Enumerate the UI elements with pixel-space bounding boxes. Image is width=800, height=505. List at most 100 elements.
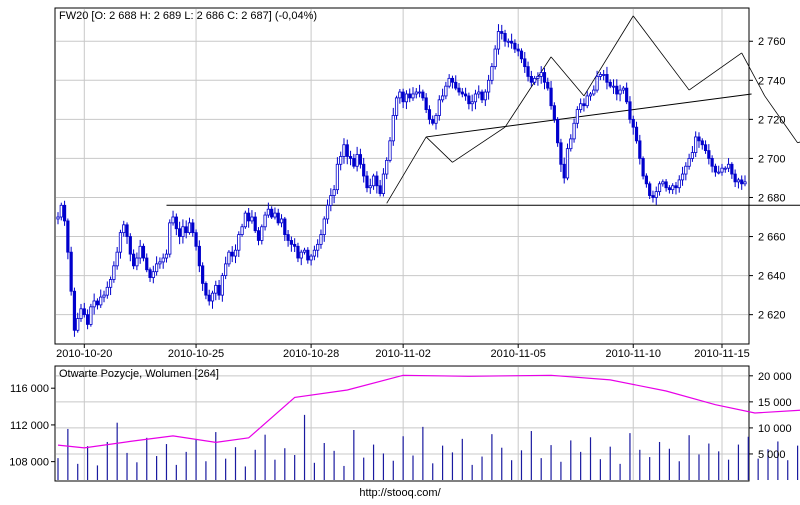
candle-body [345, 144, 349, 157]
candle-body [339, 156, 343, 165]
pattern-line [550, 56, 585, 97]
candle-body [286, 234, 290, 241]
candle-body [437, 99, 441, 116]
candle-body [89, 306, 93, 325]
candle-body [289, 240, 293, 245]
volume-frame [54, 365, 750, 482]
price-x-tick-label: 2010-11-15 [694, 348, 749, 360]
candle-body [720, 167, 724, 173]
candle-body [585, 95, 589, 107]
footer-url: http://stooq.com/ [359, 487, 441, 499]
candle-body [217, 284, 221, 296]
price-frame [54, 7, 750, 345]
candle-body [260, 226, 264, 241]
volume-right-tick-label: 15 000 [758, 397, 792, 409]
candle-body [293, 243, 297, 247]
candle-body [713, 165, 718, 173]
candle-body [276, 212, 280, 224]
candle-body [490, 66, 494, 81]
candle-body [151, 271, 155, 278]
candle-body [168, 222, 172, 255]
candle-body [700, 140, 704, 146]
candle-body [95, 300, 100, 306]
candle-body [115, 251, 119, 267]
candle-body [325, 204, 330, 220]
candle-body [460, 91, 464, 95]
candle-body [263, 214, 267, 228]
price-x-axis: 2010-10-20 2010-10-25 2010-10-28 2010-11-02… [56, 344, 750, 360]
candle-body [72, 290, 77, 331]
candle-body [657, 183, 662, 193]
candle-body [85, 314, 90, 325]
candle-body [582, 103, 586, 107]
candle-body [332, 189, 336, 196]
trendline [426, 93, 752, 138]
candle-body [322, 218, 326, 235]
candle-body [302, 249, 307, 253]
candle-body [726, 163, 731, 169]
candle-body [158, 261, 162, 265]
candle-body [480, 91, 484, 101]
candle-body [740, 179, 744, 185]
candle-body [556, 118, 560, 144]
candle-body [648, 183, 652, 196]
candle-body [62, 204, 67, 222]
candle-body [473, 93, 478, 103]
candle-body [533, 77, 537, 83]
price-trendlines [166, 15, 800, 206]
candle-body [296, 245, 300, 259]
candle-body [733, 173, 737, 183]
candle-body [710, 158, 714, 167]
candle-body [319, 234, 323, 245]
candle-body [128, 236, 132, 255]
candle-body [431, 118, 435, 124]
candle-body [342, 144, 346, 157]
candle-body [483, 91, 487, 101]
candle-body [569, 138, 573, 150]
candle-body [595, 76, 599, 91]
candle-body [651, 195, 655, 198]
price-x-tick-label: 2010-10-28 [283, 348, 339, 360]
candle-body [385, 159, 389, 175]
candle-body [703, 144, 708, 152]
candle-body [247, 212, 251, 222]
volume-right-tick-label: 5 000 [758, 449, 786, 461]
volume-left-tick-label: 108 000 [9, 457, 49, 469]
candle-body [329, 195, 333, 206]
candle-body [352, 158, 356, 167]
candle-body [398, 91, 402, 99]
candle-body [457, 87, 461, 93]
candle-body [378, 185, 382, 194]
candle-body [184, 226, 188, 234]
candle-body [717, 171, 721, 174]
candle-body [391, 115, 395, 142]
candle-body [421, 91, 425, 99]
candle-body [602, 74, 606, 76]
candle-body [243, 212, 247, 228]
pattern-line [583, 15, 634, 97]
price-y-tick-label: 2 660 [758, 232, 786, 244]
candle-body [542, 72, 547, 83]
candle-body [355, 154, 359, 167]
candle-body [227, 251, 231, 265]
candle-body [605, 74, 609, 83]
candle-body [444, 85, 448, 97]
candle-body [536, 76, 540, 79]
volume-left-axis: 108 000 112 000 116 000 [9, 383, 55, 469]
price-y-tick-label: 2 720 [758, 114, 786, 126]
volume-chart-title: Otwarte Pozycje, Wolumen [264] [59, 368, 219, 380]
candle-body [141, 245, 146, 259]
candle-body [220, 275, 224, 296]
candle-body [559, 142, 563, 165]
price-y-tick-label: 2 620 [758, 310, 786, 322]
candle-body [707, 150, 711, 159]
candle-body [529, 76, 533, 83]
candle-body [102, 294, 106, 298]
candle-body [743, 181, 747, 185]
pattern-line [386, 136, 427, 204]
candle-body [210, 292, 215, 302]
candle-body [266, 208, 270, 216]
candle-body [628, 101, 632, 120]
candle-body [148, 269, 152, 278]
candle-body [401, 91, 405, 103]
